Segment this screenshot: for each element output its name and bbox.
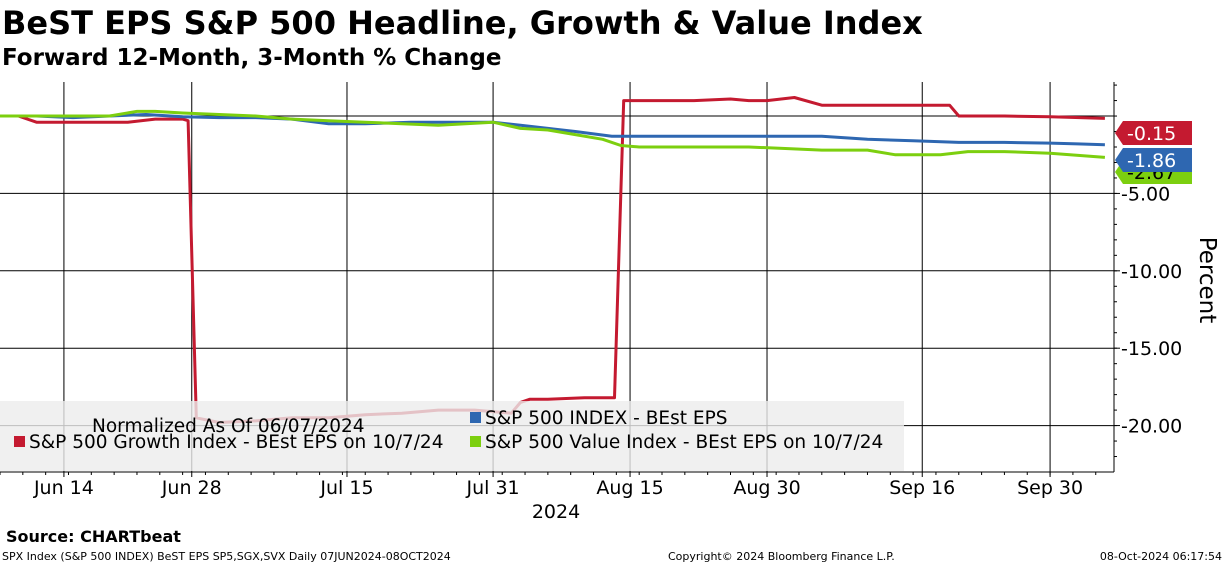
legend-swatch-2 [470,436,481,447]
x-tick-label: Jul 15 [319,477,373,499]
x-tick-label: Aug 30 [733,477,800,499]
y-tick-label: -15.00 [1121,338,1182,360]
legend-label-0: S&P 500 INDEX - BEst EPS [485,408,727,429]
y-axis-label: Percent [1194,237,1220,324]
series-line-0 [0,113,1105,147]
copyright: Copyright© 2024 Bloomberg Finance L.P. [668,550,895,563]
series-line-1 [0,96,1105,424]
source-note: Source: CHARTbeat [6,527,181,546]
x-tick-label: Sep 16 [889,477,955,499]
value-tag-0 [1115,148,1192,172]
ticker-info: SPX Index (S&P 500 INDEX) BeST EPS SP5,S… [2,550,451,563]
y-tick-label: -10.00 [1121,261,1182,283]
value-tag-label-1: -0.15 [1127,123,1176,145]
chart-title: BeST EPS S&P 500 Headline, Growth & Valu… [2,4,923,42]
value-tag-label-0: -1.86 [1127,150,1176,172]
legend-swatch-0 [470,412,481,423]
legend-note: Normalized As Of 06/07/2024 [92,416,365,437]
timestamp: 08-Oct-2024 06:17:54 [1099,550,1222,563]
x-tick-label: Sep 30 [1017,477,1083,499]
series-line-2 [0,109,1106,159]
x-tick-label: Jun 14 [33,477,94,499]
y-tick-label: -5.00 [1121,183,1170,205]
chart-subtitle: Forward 12-Month, 3-Month % Change [2,45,502,71]
x-tick-label: Jul 31 [466,477,520,499]
x-axis-label: 2024 [532,501,580,523]
y-tick-label: -20.00 [1121,416,1182,438]
legend-swatch-1 [14,436,25,447]
value-tag-1 [1115,121,1192,145]
legend-box [0,401,904,471]
x-tick-label: Jun 28 [161,477,222,499]
x-tick-label: Aug 15 [596,477,663,499]
legend-label-2: S&P 500 Value Index - BEst EPS on 10/7/2… [485,432,883,453]
legend-label-1: S&P 500 Growth Index - BEst EPS on 10/7/… [29,432,443,453]
